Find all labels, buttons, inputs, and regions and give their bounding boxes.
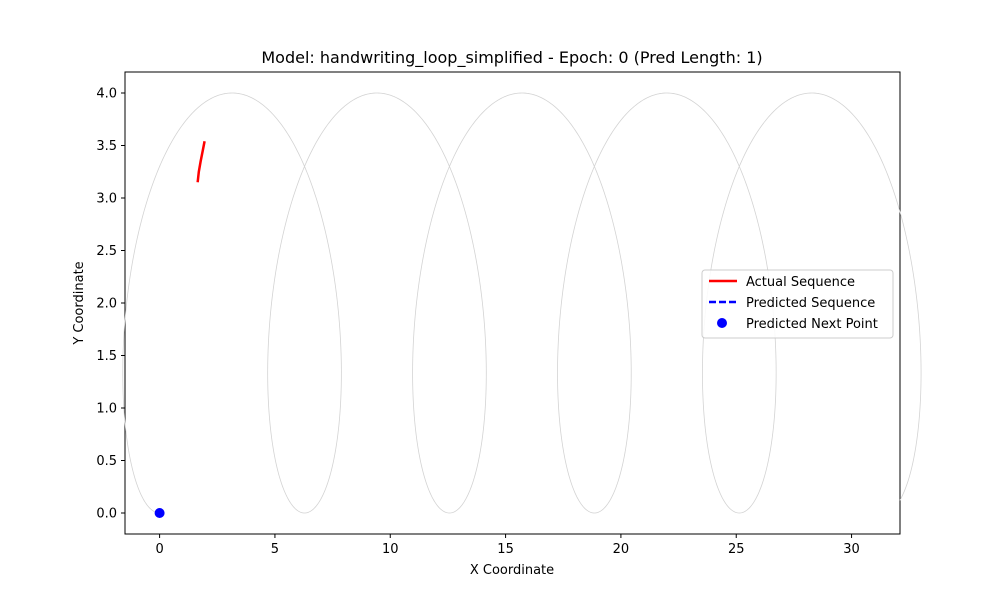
- x-axis: 0 5 10 15 20 25 30: [155, 534, 860, 557]
- legend-predicted-label: Predicted Sequence: [746, 296, 875, 311]
- chart-title: Model: handwriting_loop_simplified - Epo…: [261, 48, 762, 68]
- x-axis-label: X Coordinate: [470, 563, 554, 578]
- series-line-0: [196, 141, 206, 183]
- series-layer: [154, 141, 206, 518]
- y-tick-label: 0.5: [96, 454, 117, 469]
- legend-next-point-marker: [717, 318, 727, 328]
- y-tick-label: 3.0: [96, 192, 117, 207]
- background-loop-curve: [122, 92, 922, 514]
- y-tick-label: 1.0: [96, 402, 117, 417]
- y-axis-label: Y Coordinate: [72, 261, 87, 345]
- x-tick-label: 20: [613, 542, 630, 557]
- y-tick-label: 0.0: [96, 507, 117, 522]
- legend: Actual Sequence Predicted Sequence Predi…: [701, 269, 894, 339]
- y-tick-label: 4.0: [96, 87, 117, 102]
- y-tick-label: 1.5: [96, 349, 117, 364]
- x-tick-label: 5: [271, 542, 279, 557]
- x-tick-label: 25: [728, 542, 745, 557]
- x-tick-label: 15: [497, 542, 514, 557]
- y-tick-label: 3.5: [96, 139, 117, 154]
- y-axis: 0.0 0.5 1.0 1.5 2.0 2.5 3.0 3.5 4.0: [96, 87, 125, 522]
- x-tick-label: 30: [843, 542, 860, 557]
- legend-box: [701, 269, 894, 339]
- y-tick-label: 2.5: [96, 244, 117, 259]
- predicted-next-point-marker: [154, 508, 165, 518]
- legend-next-point-label: Predicted Next Point: [746, 317, 878, 332]
- legend-actual-label: Actual Sequence: [746, 275, 855, 290]
- background-loop-path: [122, 92, 922, 514]
- x-tick-label: 0: [155, 542, 163, 557]
- y-tick-label: 2.0: [96, 297, 117, 312]
- x-tick-label: 10: [382, 542, 399, 557]
